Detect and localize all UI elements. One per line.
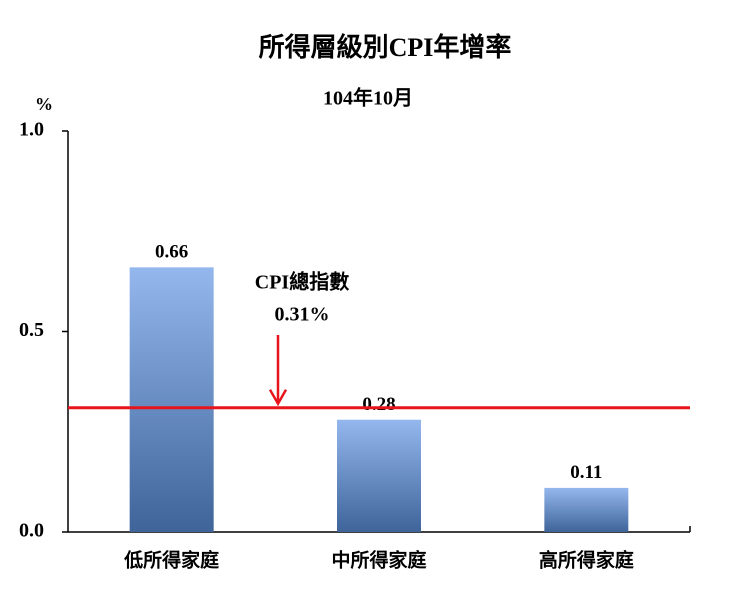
- bar: [337, 419, 421, 532]
- y-tick-label: 1.0: [19, 119, 44, 141]
- reference-label: CPI總指數: [255, 270, 349, 294]
- chart-title: 所得層級別CPI年增率: [259, 32, 512, 62]
- chart-subtitle: 104年10月: [323, 86, 413, 110]
- x-tick-label: 低所得家庭: [123, 548, 219, 571]
- arrow-head: [268, 389, 288, 407]
- y-tick-label: 0.5: [19, 319, 44, 341]
- y-axis-label: %: [35, 94, 53, 114]
- reference-value-label: 0.31%: [275, 304, 330, 326]
- x-tick-label: 高所得家庭: [539, 548, 634, 571]
- y-tick-label: 0.0: [19, 520, 44, 542]
- x-tick-label: 中所得家庭: [331, 548, 426, 571]
- data-label: 0.28: [362, 394, 395, 415]
- data-label: 0.11: [570, 462, 602, 483]
- bar: [129, 267, 214, 532]
- data-label: 0.66: [155, 242, 188, 263]
- bar: [544, 487, 629, 532]
